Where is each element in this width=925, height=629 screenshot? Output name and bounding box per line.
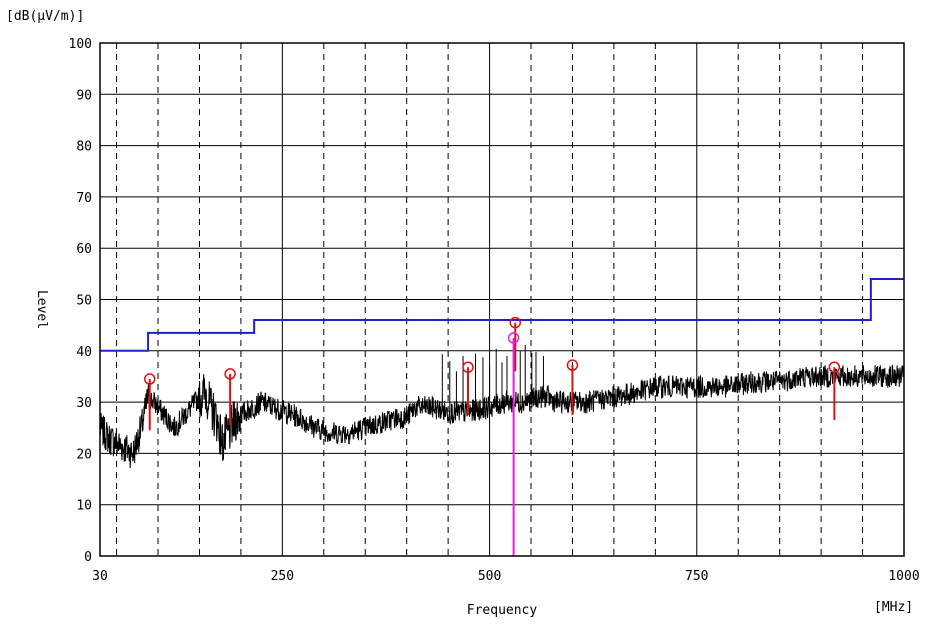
grid <box>100 43 904 556</box>
x-tick-label: 1000 <box>888 569 919 584</box>
y-tick-label: 50 <box>76 294 92 309</box>
x-unit-label: [MHz] <box>874 600 913 615</box>
x-tick-label: 30 <box>92 569 108 584</box>
x-tick-label: 750 <box>685 569 708 584</box>
x-tick-label: 250 <box>271 569 294 584</box>
y-tick-label: 30 <box>76 396 92 411</box>
x-axis-title: Frequency <box>467 603 538 618</box>
spectrum-trace <box>100 345 904 468</box>
y-tick-label: 20 <box>76 447 92 462</box>
y-tick-label: 90 <box>76 88 92 103</box>
y-tick-label: 70 <box>76 191 92 206</box>
limit-line-path <box>100 279 904 351</box>
y-tick-label: 40 <box>76 345 92 360</box>
y-tick-label: 60 <box>76 242 92 257</box>
peak-markers <box>145 318 840 556</box>
x-tick-label: 500 <box>478 569 501 584</box>
y-tick-label: 0 <box>84 550 92 565</box>
tick-labels: 0 10 20 30 40 50 60 70 80 90 100 30 250 500 750 1000 <box>69 37 920 584</box>
limit-line <box>100 279 904 351</box>
y-tick-label: 100 <box>69 37 92 52</box>
y-tick-label: 80 <box>76 140 92 155</box>
y-tick-label: 10 <box>76 499 92 514</box>
y-axis-title: Level <box>34 290 49 329</box>
y-unit-label: [dB(μV/m)] <box>6 9 84 24</box>
